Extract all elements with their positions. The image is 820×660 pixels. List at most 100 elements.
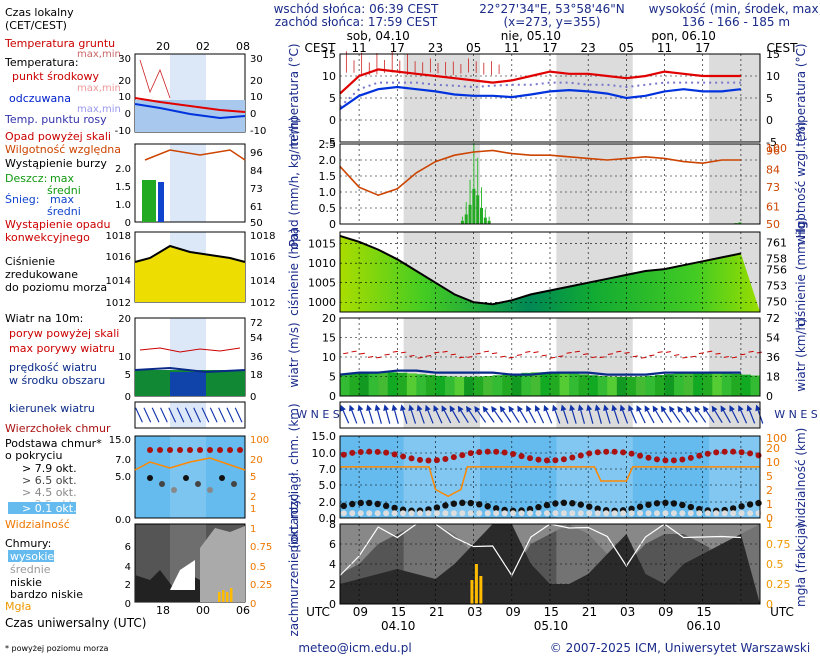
wind-arrow-head (491, 405, 498, 413)
tick-label: 18 (766, 371, 780, 384)
tick-label: 84 (766, 164, 780, 177)
wind-arrow-head (526, 405, 532, 412)
legend-tick: 2 (250, 492, 256, 503)
cloud-base-dot-low (527, 510, 534, 517)
legend-cisnienie-2: zredukowane (5, 268, 78, 281)
cloud-top-dot (620, 449, 627, 456)
cloud-base-dot (391, 504, 398, 512)
cloud-base-dot-low (459, 510, 466, 517)
cloud-base-dot-low (425, 510, 432, 517)
panel (339, 231, 761, 313)
wind-arrow (702, 405, 715, 423)
tick-label: 761 (766, 237, 787, 250)
cloud-top-dot (340, 451, 347, 458)
cloud-base-dot-low (391, 510, 398, 517)
legend-temp-gruntu: Temperatura gruntu (4, 37, 115, 50)
wind-speed-bar (664, 374, 675, 396)
cloud-top-dot (543, 457, 550, 464)
cloud-top-dot (569, 454, 576, 461)
wind-speed-bar (616, 376, 627, 396)
legend-wind-arrow-shaft (193, 407, 201, 423)
wind-speed-bar (607, 376, 618, 396)
utc-date-labels: 04.10 05.10 06.10 (381, 619, 721, 633)
wind-arrow (491, 405, 504, 423)
legend-deszcz-sredni: średni (47, 184, 81, 197)
wind-arrow-head (644, 405, 651, 412)
cloud-base-dot-low (594, 510, 601, 517)
legend-snieg-sredni: średni (47, 205, 81, 218)
legend-tick: 18 (250, 370, 263, 381)
legend-tick: 36 (250, 352, 263, 363)
tick-label: 15.0 (312, 430, 337, 443)
wind-arrow (577, 404, 586, 424)
wind-speed-bar (425, 375, 436, 396)
wind-speed-bar (511, 373, 522, 396)
legend-snow (158, 182, 164, 222)
rain-bar (487, 220, 491, 224)
legend-tick: 1.0 (115, 200, 131, 211)
cloud-base-dot (543, 501, 551, 509)
wind-speed-bar (397, 372, 408, 396)
wind-arrow-head (669, 405, 675, 413)
cloud-base-dot-low (552, 510, 559, 517)
cloud-base-dot-low (383, 510, 390, 517)
tick-label: 0.25 (766, 578, 791, 591)
legend-visibility (134, 457, 246, 471)
legend-tick: 0 (125, 109, 131, 120)
panel (339, 51, 761, 143)
footer-copyright: © 2007-2025 ICM, Uniwersytet Warszawski (550, 641, 810, 655)
wind-arrow-head (660, 405, 667, 413)
wind-speed-bar (702, 372, 713, 396)
gust-dash (450, 353, 456, 356)
panel (339, 523, 761, 605)
legend-fog-bar (230, 588, 233, 602)
cloud-top-dot (476, 449, 483, 456)
cloud-base-dot (679, 501, 686, 509)
legend-cloud-top-dot (177, 447, 183, 453)
cloud-base-dot-low (670, 510, 677, 517)
cloud-base-dot-low (586, 510, 593, 517)
legend-tick: 5 (125, 370, 131, 381)
cloud-base-dot-low (518, 510, 525, 517)
cloud-top-dot (349, 449, 356, 456)
fog-bar (479, 576, 483, 604)
legend-footnote: * powyżej poziomu morza (5, 644, 109, 653)
wind-speed-bar (750, 375, 761, 396)
gust-dash (607, 353, 614, 355)
legend-white-cloud (170, 560, 195, 590)
wind-speed-bar (502, 374, 513, 396)
footer-email[interactable]: meteo@icm.edu.pl (298, 641, 411, 655)
legend-tick: -10 (250, 126, 266, 137)
legend-burza: Wystąpienie burzy (5, 157, 107, 170)
legend-tick: 20 (118, 76, 131, 87)
legend-wind-arrow (234, 407, 243, 423)
visibility-line (340, 466, 760, 498)
gust-dash (599, 356, 605, 359)
wind-speed-bar (368, 372, 379, 396)
gust-dash (525, 351, 531, 353)
legend-wind-arrow (218, 407, 226, 423)
utc-tick: 15 (391, 605, 406, 619)
cloud-base-dot-low (349, 510, 356, 517)
utc-tick: 09 (353, 605, 368, 619)
wind-arrow-head (694, 405, 701, 413)
legend-tick: 30 (118, 54, 131, 65)
legend-predkosc-1: prędkość wiatru (9, 361, 97, 374)
legend-tick: 1 (250, 504, 256, 515)
axis-cloud-right: widzialność (km) (794, 428, 808, 529)
wind-arrow-head (652, 405, 659, 413)
wind-arrow (729, 405, 739, 424)
wind-arrow-head (543, 404, 550, 412)
wind-speed-bar (693, 372, 704, 396)
legend-wind-arrow (226, 407, 235, 423)
cloud-top-dot (433, 457, 440, 464)
legend-gust-line (139, 347, 241, 353)
cloud-base-dot (349, 500, 356, 508)
panel (339, 435, 762, 519)
cloud-base-dot-low (493, 510, 500, 517)
legend-cloud-top-dot (217, 447, 223, 453)
legend-wind-arrow (176, 407, 185, 423)
tick-label: 5.0 (319, 479, 337, 492)
cloud-top-dot (645, 454, 652, 461)
cloud-base-dot (357, 499, 364, 507)
